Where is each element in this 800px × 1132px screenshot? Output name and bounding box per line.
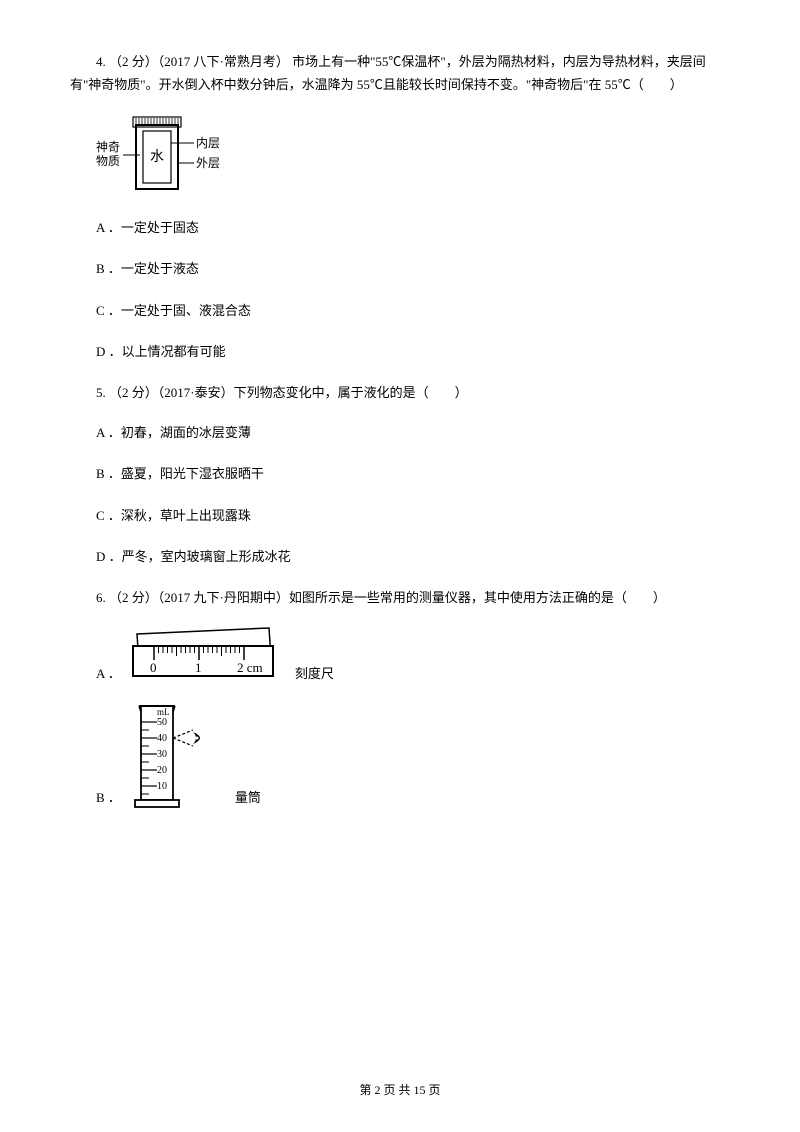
q4-option-b: B ．一定处于液态	[70, 257, 730, 280]
svg-text:mL: mL	[157, 707, 170, 717]
q4-stem: 4. （2 分）（2017 八下·常熟月考） 市场上有一种"55℃保温杯"，外层…	[70, 50, 730, 97]
q6-stem: 6. （2 分）（2017 九下·丹阳期中）如图所示是一些常用的测量仪器，其中使…	[70, 586, 730, 609]
svg-text:30: 30	[157, 749, 167, 760]
q4-option-a: A ．一定处于固态	[70, 216, 730, 239]
svg-text:2 cm: 2 cm	[237, 660, 263, 675]
q6-a-label: 刻度尺	[295, 662, 334, 685]
q5-stem: 5. （2 分）（2017·泰安）下列物态变化中，属于液化的是（ ）	[70, 381, 730, 404]
q6-b-letter: B ．	[96, 786, 121, 809]
q4-option-c: C ．一定处于固、液混合态	[70, 299, 730, 322]
cup-diagram: 神奇 物质 水 内层 外层	[96, 113, 256, 198]
cylinder-icon: mL 50 40 30 20 10	[129, 700, 219, 810]
q5-option-b: B ．盛夏，阳光下湿衣服晒干	[70, 462, 730, 485]
q6-a-letter: A ．	[96, 662, 121, 685]
svg-text:1: 1	[195, 660, 202, 675]
svg-text:40: 40	[157, 733, 167, 744]
label-left-top: 神奇	[96, 140, 120, 154]
label-right-top: 内层	[196, 136, 220, 150]
svg-text:20: 20	[157, 765, 167, 776]
label-right-bottom: 外层	[196, 156, 220, 170]
q4-figure: 神奇 物质 水 内层 外层	[96, 113, 730, 198]
q6-option-b: B ． mL 50 40 30 20 10 量筒	[70, 700, 730, 810]
page-footer: 第 2 页 共 15 页	[0, 1080, 800, 1102]
ruler-icon: 0 1 2 cm	[129, 626, 279, 686]
label-left-bottom: 物质	[96, 154, 120, 168]
q6-b-label: 量筒	[235, 786, 261, 809]
svg-text:0: 0	[150, 660, 157, 675]
svg-text:10: 10	[157, 781, 167, 792]
svg-text:50: 50	[157, 717, 167, 728]
q4-option-d: D ．以上情况都有可能	[70, 340, 730, 363]
label-center: 水	[150, 149, 164, 165]
q6-option-a: A ． 0 1 2 cm 刻度尺	[70, 626, 730, 686]
q5-option-c: C ．深秋，草叶上出现露珠	[70, 504, 730, 527]
q5-option-a: A ．初春，湖面的冰层变薄	[70, 421, 730, 444]
q5-option-d: D ．严冬，室内玻璃窗上形成冰花	[70, 545, 730, 568]
